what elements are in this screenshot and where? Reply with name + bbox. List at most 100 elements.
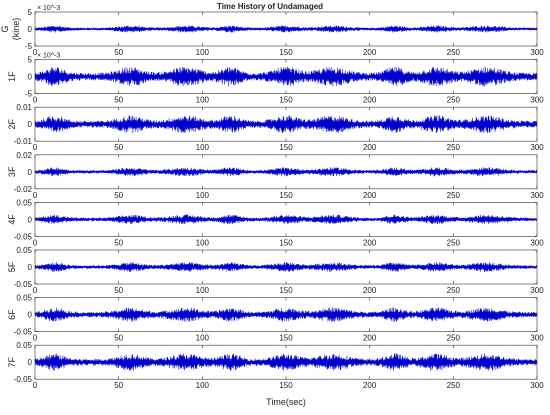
x-tick-label: 300 [530, 143, 544, 152]
signal-trace-6 [34, 262, 538, 272]
y-axis-label: 7F [7, 356, 17, 367]
signal-trace-8 [34, 353, 538, 372]
x-tick-label: 250 [447, 334, 461, 343]
x-tick-label: 250 [447, 143, 461, 152]
y-axis-label-line: 7F [7, 356, 17, 367]
signal-trace-7 [34, 307, 538, 322]
x-tick-label: 100 [196, 48, 210, 57]
y-tick-label: -5 [25, 90, 33, 99]
y-axis-label: 4F [7, 214, 17, 225]
y-tick-label: 5 [28, 56, 33, 65]
y-tick-label: 0.05 [16, 198, 32, 207]
x-tick-label: 0 [33, 286, 38, 295]
y-tick-label: 0 [28, 358, 33, 367]
y-axis-label: 5F [7, 261, 17, 272]
x-tick-label: 100 [196, 96, 210, 105]
x-tick-label: 250 [447, 96, 461, 105]
x-tick-label: 200 [363, 48, 377, 57]
y-tick-label: -0.02 [14, 185, 33, 194]
y-tick-label: 0.02 [16, 151, 32, 160]
x-tick-label: 100 [196, 381, 210, 390]
x-tick-label: 100 [196, 191, 210, 200]
y-tick-label: 0 [28, 168, 33, 177]
x-tick-label: 0 [33, 238, 38, 247]
x-tick-label: 150 [279, 143, 293, 152]
y-tick-label: 5 [28, 8, 33, 17]
x-tick-label: 300 [530, 381, 544, 390]
x-tick-label: 300 [530, 238, 544, 247]
y-tick-label: -0.05 [14, 280, 33, 289]
x-tick-label: 100 [196, 286, 210, 295]
y-axis-label: 6F [7, 309, 17, 320]
x-tick-label: 0 [33, 143, 38, 152]
x-tick-label: 100 [196, 334, 210, 343]
y-tick-label: -5 [25, 42, 33, 51]
y-exponent-label: × 10^-3 [37, 5, 60, 12]
y-tick-label: -0.05 [14, 232, 33, 241]
x-tick-label: 250 [447, 191, 461, 200]
y-tick-label: 0 [28, 25, 33, 34]
x-tick-label: 100 [196, 143, 210, 152]
x-tick-label: 50 [114, 143, 123, 152]
x-tick-label: 50 [114, 334, 123, 343]
x-tick-label: 0 [33, 191, 38, 200]
x-tick-label: 300 [530, 48, 544, 57]
x-tick-label: 250 [447, 48, 461, 57]
signal-trace-2 [34, 66, 538, 87]
x-tick-label: 50 [114, 191, 123, 200]
x-tick-label: 200 [363, 286, 377, 295]
y-tick-label: 0.05 [16, 341, 32, 350]
x-axis-label: Time(sec) [266, 397, 306, 407]
x-tick-label: 150 [279, 191, 293, 200]
signal-trace-5 [34, 214, 538, 225]
y-axis-label: G(kine) [0, 18, 21, 41]
y-tick-label: 0 [28, 73, 33, 82]
x-tick-label: 150 [279, 334, 293, 343]
y-tick-label: -0.01 [14, 137, 33, 146]
y-axis-label-line: (kine) [11, 18, 21, 41]
signal-trace-1 [34, 25, 538, 33]
y-axis-label: 2F [7, 118, 17, 129]
y-tick-label: 0 [28, 311, 33, 320]
y-axis-label: 3F [7, 166, 17, 177]
x-tick-label: 150 [279, 96, 293, 105]
y-tick-label: 0.05 [16, 246, 32, 255]
x-tick-label: 250 [447, 238, 461, 247]
x-tick-label: 0 [33, 48, 38, 57]
signal-trace-4 [34, 167, 538, 177]
y-axis-label: 1F [7, 71, 17, 82]
x-tick-label: 200 [363, 238, 377, 247]
y-axis-label-line: 3F [7, 166, 17, 177]
y-exponent-label: × 10^-3 [37, 53, 60, 60]
chart-title: Time History of Undamaged [217, 2, 323, 11]
x-tick-label: 250 [447, 286, 461, 295]
y-tick-label: 0.01 [16, 103, 32, 112]
x-tick-label: 200 [363, 191, 377, 200]
y-tick-label: 0 [28, 263, 33, 272]
x-tick-label: 200 [363, 143, 377, 152]
y-tick-label: 0.05 [16, 294, 32, 303]
y-axis-label-line: 6F [7, 309, 17, 320]
x-tick-label: 50 [114, 286, 123, 295]
x-tick-label: 50 [114, 96, 123, 105]
y-axis-label-line: G [0, 25, 10, 32]
x-tick-label: 300 [530, 334, 544, 343]
y-tick-label: 0 [28, 215, 33, 224]
x-tick-label: 250 [447, 381, 461, 390]
y-tick-label: -0.05 [14, 375, 33, 384]
y-tick-label: -0.05 [14, 328, 33, 337]
x-tick-label: 200 [363, 381, 377, 390]
x-tick-label: 50 [114, 48, 123, 57]
x-tick-label: 150 [279, 238, 293, 247]
y-tick-label: 0 [28, 120, 33, 129]
y-axis-label-line: 2F [7, 118, 17, 129]
